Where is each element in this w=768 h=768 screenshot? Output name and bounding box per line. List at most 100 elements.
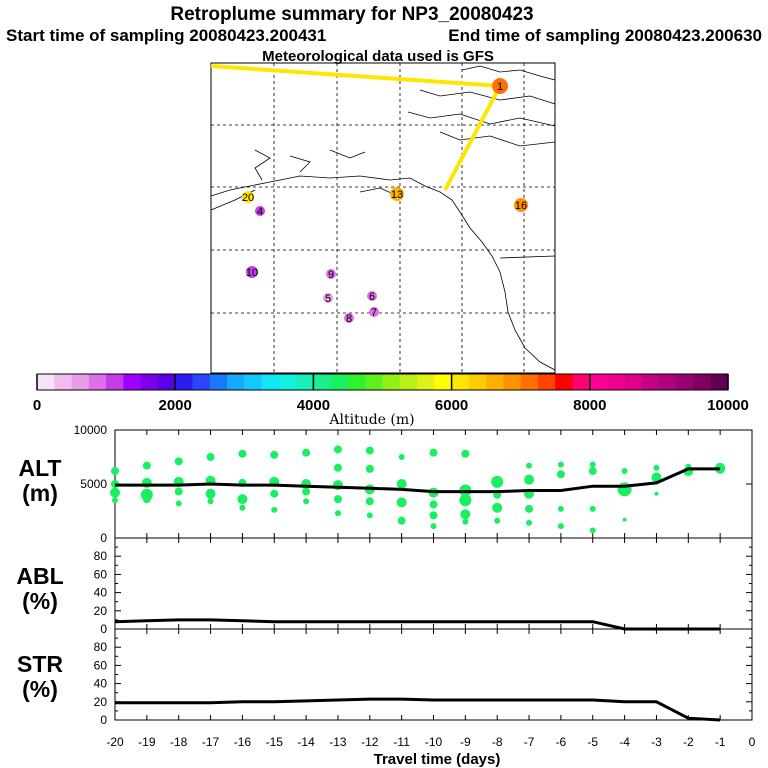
alt-scatter-point [398,454,405,460]
alt-scatter-point [238,449,247,458]
alt-scatter-point [112,497,118,504]
colorbar-cell [589,374,608,390]
alt-endpoint-point [715,463,726,474]
str-panel-ylabel-line2: (%) [22,676,58,702]
colorbar-tick-label: 8000 [573,397,606,414]
x-tick-label: -11 [393,735,410,749]
x-tick-label: -20 [106,735,124,749]
alt-scatter-point [396,497,407,508]
alt-panel: 10000 5000 0 ALT (m) [18,423,753,545]
x-tick-label: -8 [492,735,503,749]
plume-trajectory [210,64,502,191]
day-marker-8 [344,313,354,323]
str-panel: 80 60 40 20 0 STR (%) [17,628,753,727]
alt-scatter-point [524,474,535,485]
colorbar-cell [658,374,677,390]
alt-scatter-point [206,453,215,461]
alt-scatter-point [397,516,406,525]
colorbar-cell [278,374,297,390]
colorbar-cell [227,374,245,390]
day-marker-label: 13 [391,189,403,201]
colorbar-cell [468,374,487,390]
y-tick-label: 10000 [74,423,108,437]
alt-scatter-point [461,449,470,458]
x-tick-label: -10 [425,735,443,749]
colorbar-cell [537,374,556,390]
alt-scatter-point [333,445,342,454]
colorbar-tick-label: 2000 [159,397,192,414]
colorbar-cell [244,374,263,390]
colorbar-cell [434,374,453,390]
colorbar-cell [157,374,176,390]
x-tick-label: -7 [524,735,535,749]
y-tick-label: 0 [100,622,107,636]
alt-scatter-point [239,504,246,511]
day-marker-label: 10 [246,267,258,279]
colorbar-cell [313,374,332,390]
x-tick-label: -1 [715,735,726,749]
alt-scatter-point [622,517,627,522]
y-tick-label: 60 [94,567,108,581]
day-marker-7 [369,307,379,317]
colorbar-cell [261,374,280,390]
day-marker-5 [323,293,333,303]
colorbar-cell [330,374,349,390]
colorbar-cell [88,374,107,390]
day-marker-1 [492,78,508,94]
abl-panel: 80 60 40 20 0 ABL (%) [16,537,753,636]
str-y-ticks: 80 60 40 20 0 [94,629,753,727]
day-marker-10 [246,266,258,278]
day-marker-6 [367,291,377,301]
start-time-label: Start time of sampling 20080423.200431 [6,26,326,45]
colorbar-tick-label: 10000 [707,397,749,414]
y-tick-label: 80 [94,549,108,563]
colorbar-cell [382,374,401,390]
x-tick-label: -19 [138,735,156,749]
day-marker-label: 9 [328,269,334,281]
x-tick-label: -16 [234,735,252,749]
map-gridlines [211,63,555,373]
altitude-colorbar: 0 2000 4000 6000 8000 10000 Altitude (m) [33,373,749,428]
alt-scatter-point [525,504,534,513]
alt-panel-ylabel-line1: ALT [18,455,61,481]
x-axis-label: Travel time (days) [374,751,501,768]
y-tick-label: 5000 [80,477,107,491]
alt-scatter-point [462,518,469,525]
colorbar-cell [486,374,505,390]
alt-scatter-point [110,487,120,498]
alt-scatter-point [365,464,374,473]
y-tick-label: 0 [100,713,107,727]
x-tick-label: -17 [202,735,220,749]
alt-scatter-point [429,500,438,509]
x-tick-label: -14 [297,735,315,749]
alt-scatter-point [557,523,564,530]
alt-scatter-point [429,511,438,520]
colorbar-cell [296,374,314,390]
alt-scatter-point [589,505,596,512]
day-marker-label: 7 [371,307,377,319]
alt-scatter-point [430,523,437,530]
alt-scatter-point [526,519,533,526]
x-tick-label: -9 [460,735,471,749]
alt-scatter-point [270,489,279,498]
y-tick-label: 20 [94,695,108,709]
day-marker-20 [242,191,254,203]
figure-title: Retroplume summary for NP3_20080423 [170,4,533,25]
colorbar-tick-label: 4000 [297,397,330,414]
str-panel-ylabel-line1: STR [17,651,63,677]
day-marker-label: 20 [242,192,254,204]
x-tick-label: -18 [170,735,188,749]
colorbar-cell [37,374,55,390]
day-marker-16 [514,198,528,212]
alt-scatter-point [494,517,501,524]
colorbar-cell [365,374,384,390]
colorbar-cell [555,374,574,390]
colorbar-cell [607,374,625,390]
x-tick-label: -12 [361,735,379,749]
alt-scatter-point [333,495,342,504]
alt-scatter-point [526,462,533,469]
colorbar-cell [676,374,695,390]
day-marker-4 [255,206,265,216]
x-tick-label: -3 [651,735,662,749]
